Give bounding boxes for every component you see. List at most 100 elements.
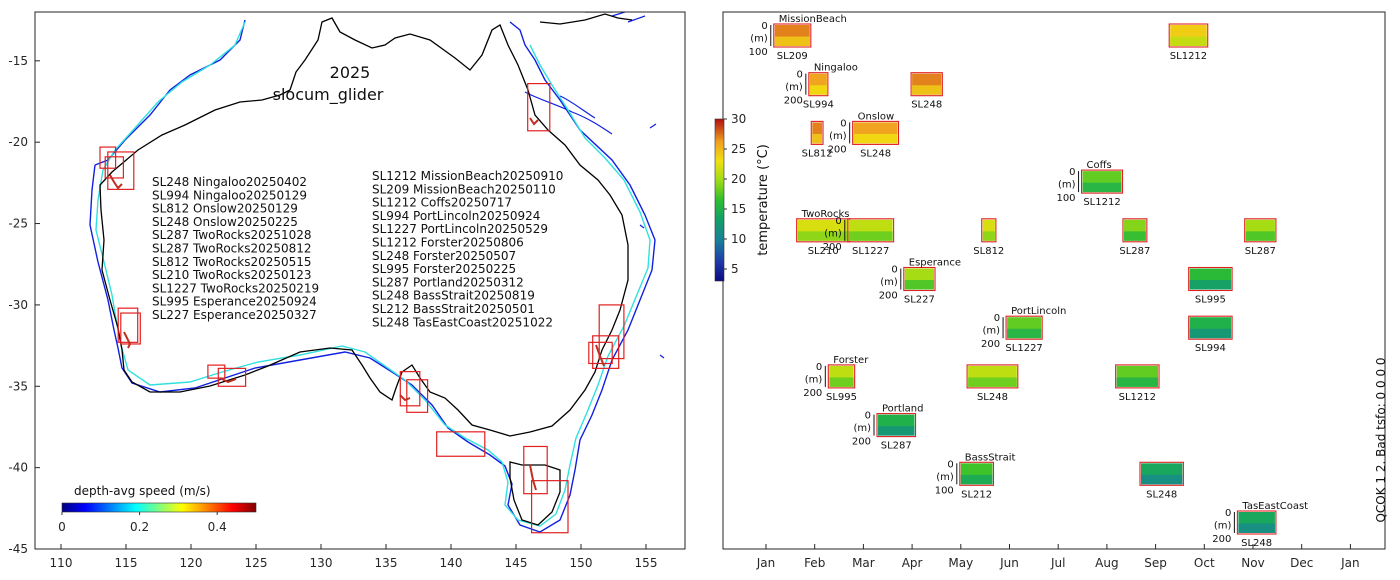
site-label: Portland <box>882 404 923 415</box>
site-label: Onslow <box>858 111 895 122</box>
speed-colorbar: depth-avg speed (m/s) 0 0.2 0.4 <box>58 484 257 534</box>
deployment-box <box>598 304 625 360</box>
deployment-box <box>592 335 620 369</box>
australia-coastline <box>99 17 629 437</box>
glider-label: SL995 <box>1195 295 1226 306</box>
track-esperance <box>219 377 237 384</box>
glider-label: SL248 <box>860 148 891 159</box>
lon-tick-label: 130 <box>310 556 333 570</box>
deployment-box <box>530 480 569 534</box>
qc-status-label: QCOK 1 2. Bad tsfo: 0 0 0 0 <box>1374 357 1388 522</box>
temperature-deep <box>809 85 827 95</box>
deployment-entry: SL212 BassStrait20250501 <box>372 302 535 316</box>
panel-frame <box>808 72 829 97</box>
deployment-entry: SL248 Onslow20250225 <box>152 215 298 229</box>
deployment-entry: SL248 Ningaloo20250402 <box>152 175 307 189</box>
temperature-deep <box>1116 377 1159 387</box>
depth-top-label: 0 <box>761 21 767 32</box>
panel-frame <box>959 461 995 486</box>
deployment-box <box>588 341 613 365</box>
island-fragments <box>611 12 665 359</box>
month-label: Mar <box>852 556 875 570</box>
panel-frame <box>1168 23 1209 48</box>
deployment-entry: SL227 Esperance20250327 <box>152 308 317 322</box>
glider-panel: Ningaloo SL994 0(m) 200 <box>784 63 858 111</box>
temperature-deep <box>1189 328 1232 339</box>
depth-bottom-label: 200 <box>823 242 842 253</box>
temperature-colorbar-bar <box>714 118 725 282</box>
glider-label: SL287 <box>881 441 912 452</box>
deployment-entry: SL995 Esperance20250924 <box>152 295 317 309</box>
panel-frame <box>827 364 856 389</box>
speed-tick-label: 0.4 <box>208 520 227 534</box>
deployment-entry: SL287 TwoRocks20251028 <box>152 228 312 242</box>
deployment-entry: SL1227 TwoRocks20250219 <box>152 281 319 295</box>
temperature-deep <box>960 474 993 485</box>
glider-panel: SL994 <box>1188 315 1233 354</box>
deployment-entry: SL248 Forster20250507 <box>372 249 516 263</box>
panel-frame <box>1115 364 1160 389</box>
lat-tick-label: -15 <box>8 54 28 68</box>
deployment-entry: SL287 Portland20250312 <box>372 275 524 289</box>
depth-top-label: 0 <box>1069 167 1075 178</box>
temperature-tick-label: 25 <box>731 142 746 156</box>
glider-panel: Coffs SL1212 0 (m) 100 <box>1056 160 1124 208</box>
temperature-deep <box>1170 36 1207 46</box>
track-missionbeach <box>529 117 539 126</box>
temperature-deep <box>1123 231 1146 241</box>
temperature-deep <box>968 377 1017 387</box>
deployment-box <box>523 445 548 495</box>
temperature-deep <box>912 85 942 95</box>
temperature-colorbar: 5 10 15 20 25 30 temperature (°C) <box>714 112 771 282</box>
glider-label: SL994 <box>803 100 834 111</box>
track-tworocks <box>123 331 132 349</box>
depth-top-label: 0 <box>835 216 841 227</box>
deployment-entry: SL812 TwoRocks20250515 <box>152 255 312 269</box>
month-label: Nov <box>1241 556 1264 570</box>
glider-label: SL209 <box>777 51 808 62</box>
month-label: May <box>948 556 973 570</box>
temperature-deep <box>982 231 995 241</box>
month-ticks: Jan Feb Mar Apr May Jun Jul Aug Sep Oct Nov Dec Jan <box>756 544 1360 570</box>
depth-top-label: 0 <box>816 362 822 373</box>
panel-frame <box>1122 218 1148 243</box>
speed-tick-label: 0.2 <box>130 520 149 534</box>
glider-panel: SL287 <box>1244 218 1277 257</box>
depth-bottom-label: 200 <box>852 437 871 448</box>
depth-unit-label: (m) <box>805 374 823 385</box>
depth-bottom-label: 100 <box>749 47 768 58</box>
month-label: Jan <box>1340 556 1360 570</box>
deployment-entry: SL248 BassStrait20250819 <box>372 289 535 303</box>
panel-frame <box>1188 266 1233 292</box>
glider-label: SL812 <box>973 246 1004 257</box>
track-ningaloo <box>109 174 123 190</box>
timeline-panel: Jan Feb Mar Apr May Jun Jul Aug Sep Oct Nov Dec Jan … <box>714 11 1388 570</box>
glider-label: SL1212 <box>1083 197 1120 208</box>
lat-tick-label: -45 <box>8 542 28 556</box>
site-label: PortLincoln <box>1011 306 1066 317</box>
map-title: 2025 <box>330 63 371 82</box>
temperature-deep <box>848 231 893 241</box>
depth-bottom-label: 200 <box>828 144 847 155</box>
speed-tick-label: 0 <box>58 520 66 534</box>
panel-frame <box>1139 461 1184 486</box>
glider-label: SL248 <box>1146 489 1177 500</box>
png-coast <box>524 91 613 135</box>
temperature-deep <box>878 426 915 436</box>
month-label: Jun <box>999 556 1019 570</box>
lon-tick-label: 110 <box>50 556 73 570</box>
glider-panel: SL1227 0(m) 200 <box>823 216 895 257</box>
depth-unit-label: (m) <box>829 131 847 142</box>
depth-unit-label: (m) <box>1058 180 1076 191</box>
deployment-box <box>104 156 124 179</box>
track-forster <box>595 344 605 367</box>
deployment-entry: SL248 TasEastCoast20251022 <box>372 315 553 329</box>
depth-bottom-label: 100 <box>935 485 954 496</box>
speed-colorbar-bar <box>61 502 257 513</box>
temperature-colorbar-ticks: 5 10 15 20 25 30 <box>724 112 746 276</box>
temperature-deep <box>1189 280 1232 290</box>
lon-tick-label: 145 <box>505 556 528 570</box>
deployment-box <box>527 82 551 132</box>
temperature-deep <box>1007 328 1042 339</box>
